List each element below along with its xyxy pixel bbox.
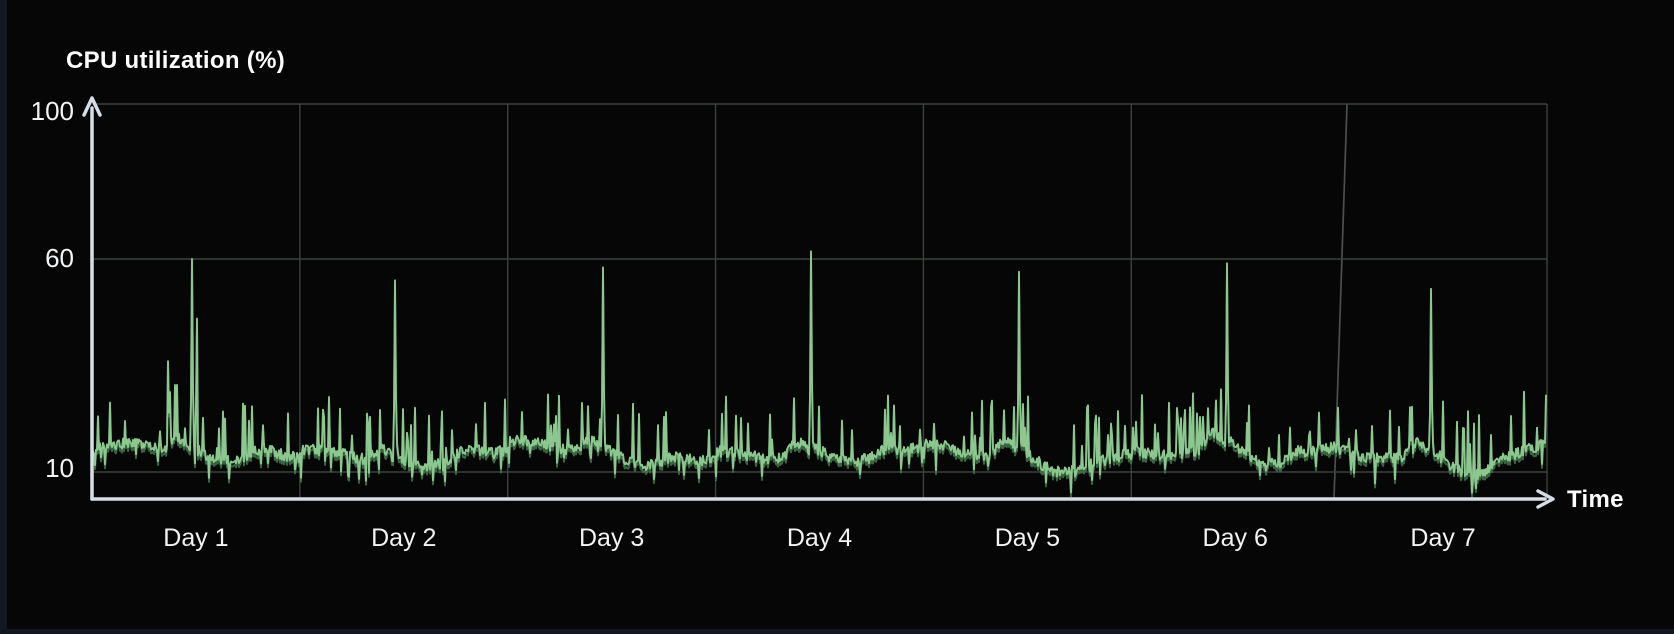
x-tick-label-day-6: Day 6	[1202, 524, 1268, 552]
y-tick-label-100: 100	[30, 96, 74, 126]
gridline-slanted-day6-day7	[1333, 103, 1348, 500]
x-tick-label-day-5: Day 5	[994, 524, 1060, 552]
chart-panel	[7, 0, 1674, 629]
cpu-series-line	[91, 250, 1547, 494]
y-axis-arrowhead-icon	[82, 96, 102, 117]
x-tick-label-day-3: Day 3	[578, 524, 645, 552]
y-tick-label-10: 10	[45, 453, 74, 483]
x-tick-label-day-7: Day 7	[1410, 524, 1476, 552]
x-axis-label: Time	[1567, 486, 1624, 513]
x-tick-label-day-1: Day 1	[163, 524, 229, 552]
x-tick-label-day-4: Day 4	[786, 524, 853, 552]
cpu-series-shadow	[91, 254, 1547, 498]
y-tick-label-60: 60	[45, 243, 74, 273]
x-axis-arrowhead-icon	[1536, 489, 1555, 509]
chart-title: CPU utilization (%)	[66, 47, 286, 74]
x-tick-label-day-2: Day 2	[371, 524, 437, 552]
